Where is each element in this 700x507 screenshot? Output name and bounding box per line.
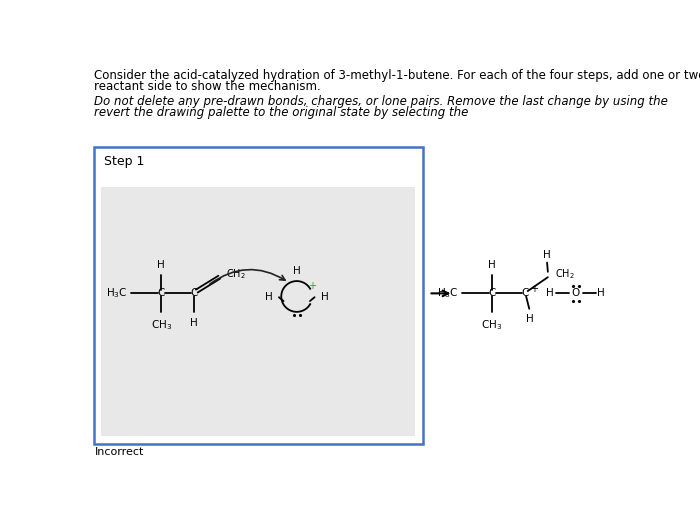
Text: CH$_2$: CH$_2$: [555, 267, 575, 281]
Text: Do not delete any pre-drawn bonds, charges, or lone pairs. Remove the last chang: Do not delete any pre-drawn bonds, charg…: [94, 95, 671, 107]
Text: reactant side to show the mechanism.: reactant side to show the mechanism.: [94, 80, 321, 93]
Bar: [102, 187, 415, 436]
Text: Incorrect: Incorrect: [95, 447, 145, 457]
Text: H: H: [598, 288, 606, 299]
Text: H: H: [190, 318, 197, 328]
Text: H$_3$C: H$_3$C: [437, 286, 459, 300]
Text: H: H: [546, 288, 554, 299]
Text: H: H: [526, 314, 534, 324]
Text: +: +: [530, 284, 538, 294]
Text: H$_3$C: H$_3$C: [106, 286, 128, 300]
Text: Consider the acid-catalyzed hydration of 3-methyl-1-butene. For each of the four: Consider the acid-catalyzed hydration of…: [94, 68, 700, 82]
FancyArrowPatch shape: [210, 270, 285, 284]
Text: H: H: [488, 260, 496, 270]
Bar: [94, 147, 423, 444]
Text: H: H: [293, 267, 300, 276]
Text: C: C: [521, 288, 528, 299]
Text: H: H: [158, 260, 165, 270]
Text: C: C: [190, 288, 197, 299]
Text: Step 1: Step 1: [104, 155, 144, 168]
Text: CH$_3$: CH$_3$: [150, 318, 172, 332]
Text: C: C: [158, 288, 164, 299]
Text: revert the drawing palette to the original state by selecting the: revert the drawing palette to the origin…: [94, 106, 472, 119]
Text: H: H: [321, 292, 328, 302]
Text: C: C: [489, 288, 496, 299]
Text: +: +: [307, 281, 316, 291]
Text: O: O: [572, 288, 580, 299]
Text: H: H: [265, 292, 273, 302]
Text: H: H: [543, 249, 551, 260]
Text: CH$_2$: CH$_2$: [226, 267, 246, 281]
Text: CH$_3$: CH$_3$: [482, 318, 503, 332]
